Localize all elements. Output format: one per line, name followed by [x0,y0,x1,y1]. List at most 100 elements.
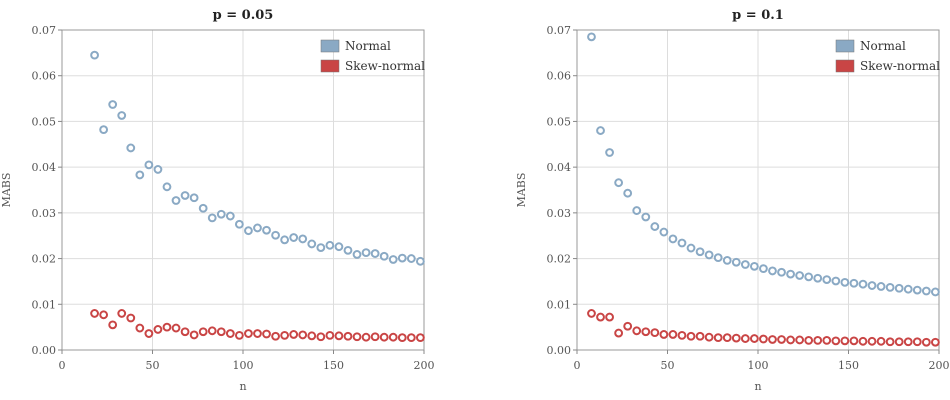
y-tick-label: 0.03 [547,207,572,220]
data-point-normal [325,240,335,250]
data-point-skew-normal [216,327,226,337]
data-point-normal [876,282,886,291]
data-point-normal [225,211,235,221]
data-point-skew-normal [225,329,235,338]
data-point-normal [768,266,777,276]
data-point-skew-normal [912,337,922,347]
data-point-skew-normal [713,333,723,343]
data-point-skew-normal [749,334,759,343]
x-tick-label: 0 [574,359,581,372]
data-point-normal [234,219,244,229]
data-point-skew-normal [777,335,786,344]
data-point-skew-normal [596,312,605,322]
data-point-skew-normal [894,337,904,347]
data-point-skew-normal [280,330,290,340]
data-point-normal [686,243,696,253]
x-axis-label: n [239,380,246,393]
legend-swatch [320,39,340,53]
y-tick-label: 0.04 [547,161,572,174]
data-point-normal [406,254,416,263]
data-point-skew-normal [379,332,389,342]
y-tick-label: 0.07 [32,24,57,37]
data-point-skew-normal [352,332,362,342]
x-tick-label: 150 [323,359,344,372]
data-point-skew-normal [271,331,280,341]
data-point-normal [749,261,759,271]
data-point-skew-normal [307,331,317,341]
data-point-normal [912,285,922,295]
data-point-normal [379,251,389,261]
data-point-skew-normal [343,331,353,341]
data-point-normal [903,284,913,294]
data-point-normal [90,50,99,60]
data-point-normal [641,212,651,222]
data-point-normal [307,239,317,249]
y-tick-label: 0.04 [32,161,57,174]
data-point-skew-normal [244,329,253,338]
data-point-normal [930,287,940,297]
data-point-normal [244,226,253,236]
data-point-normal [713,253,723,263]
chart-panel-p-01: 0.00 0.01 0.02 0.03 0.04 0.05 0.06 0.07 0 50 100 15… [515,8,950,393]
data-point-normal [397,253,407,263]
data-point-normal [352,250,362,259]
data-point-normal [777,267,786,277]
data-point-skew-normal [198,327,208,337]
y-tick-label: 0.02 [32,253,57,266]
data-point-skew-normal [153,325,163,334]
data-point-normal [831,276,841,286]
data-point-normal [216,209,226,219]
data-point-normal [731,257,741,267]
data-point-normal [921,286,931,296]
data-point-normal [659,227,669,237]
data-point-normal [316,243,326,253]
data-point-skew-normal [289,330,299,339]
y-tick-label: 0.05 [32,115,57,128]
data-point-normal [759,264,768,274]
data-point-skew-normal [759,334,768,344]
data-point-normal [704,250,714,260]
data-point-normal [262,225,271,235]
data-point-normal [171,196,181,205]
x-axis-label: n [754,380,761,393]
data-point-normal [822,275,832,285]
data-point-normal [840,277,850,287]
x-tick-label: 50 [146,359,160,372]
data-point-skew-normal [162,322,172,332]
data-point-skew-normal [840,336,850,346]
data-point-skew-normal [876,336,886,346]
data-point-skew-normal [858,336,868,346]
data-point-skew-normal [831,336,841,346]
data-point-skew-normal [849,336,859,346]
data-point-skew-normal [921,337,931,347]
legend-label: Skew-normal [860,59,940,73]
data-point-skew-normal [207,326,217,336]
data-point-normal [894,283,904,293]
data-point-normal [677,238,687,248]
data-point-normal [280,235,290,245]
data-point-skew-normal [930,337,940,347]
chart-panel-p-005: 0.00 0.01 0.02 0.03 0.04 0.05 0.06 0.07 0 50 100 15… [0,8,435,393]
data-point-normal [786,269,795,279]
data-point-skew-normal [415,333,425,343]
data-point-normal [668,234,678,244]
data-point-skew-normal [253,329,262,338]
legend-swatch [835,59,855,73]
data-point-normal [370,249,380,258]
data-point-normal [189,193,199,203]
data-point-normal [623,188,633,198]
legend-label: Normal [860,39,906,53]
data-point-skew-normal [126,313,136,323]
data-point-skew-normal [740,334,750,343]
x-tick-label: 100 [748,359,769,372]
data-point-skew-normal [822,336,832,345]
data-point-normal [415,256,425,266]
x-tick-label: 0 [59,359,66,372]
data-point-normal [153,165,163,174]
y-tick-label: 0.01 [547,298,572,311]
data-point-normal [388,255,398,264]
data-point-skew-normal [334,331,344,341]
data-point-skew-normal [623,321,633,331]
data-point-skew-normal [650,328,660,338]
y-tick-label: 0.06 [547,70,572,83]
